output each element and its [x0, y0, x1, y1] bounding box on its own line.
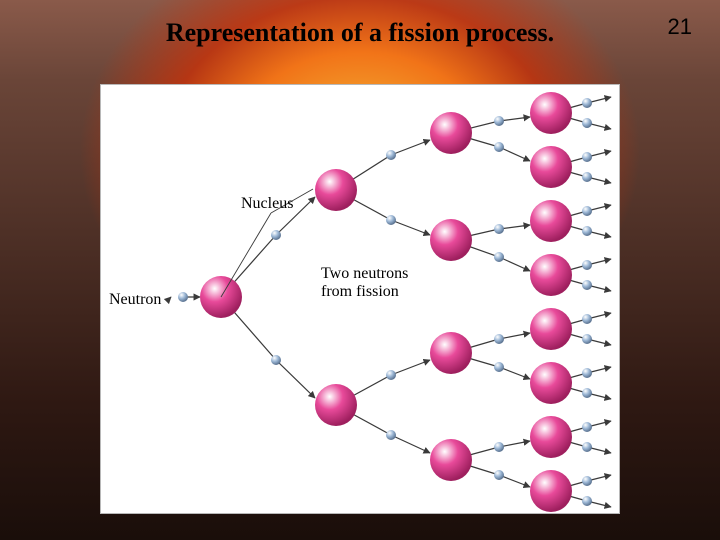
neutron — [271, 230, 281, 240]
nucleus — [315, 384, 357, 426]
neutron — [494, 362, 504, 372]
neutron — [494, 116, 504, 126]
neutron — [582, 442, 592, 452]
slide-stage: Representation of a fission process. 21 … — [0, 0, 720, 540]
neutron — [494, 470, 504, 480]
neutron — [494, 142, 504, 152]
neutron — [582, 206, 592, 216]
diagram-label: Neutron — [109, 291, 161, 309]
neutron — [386, 430, 396, 440]
nucleus — [530, 470, 572, 512]
page-number: 21 — [668, 14, 692, 40]
neutron — [582, 388, 592, 398]
nucleus — [530, 200, 572, 242]
neutron — [494, 442, 504, 452]
neutron — [582, 118, 592, 128]
neutron — [386, 215, 396, 225]
neutron — [582, 152, 592, 162]
nucleus — [530, 416, 572, 458]
neutron — [386, 150, 396, 160]
neutron — [582, 496, 592, 506]
neutron — [386, 370, 396, 380]
nucleus — [430, 219, 472, 261]
label-pointer — [221, 213, 271, 297]
label-arrow — [167, 297, 171, 301]
slide-title: Representation of a fission process. — [0, 18, 720, 48]
nucleus — [530, 146, 572, 188]
neutron — [494, 252, 504, 262]
neutron — [582, 172, 592, 182]
nucleus — [530, 254, 572, 296]
neutron — [582, 226, 592, 236]
nucleus — [530, 92, 572, 134]
neutron — [178, 292, 188, 302]
nucleus — [430, 439, 472, 481]
diagram-panel: Neutron Nucleus Two neutrons from fission — [100, 84, 620, 514]
neutron — [494, 224, 504, 234]
neutron — [271, 355, 281, 365]
nucleus — [430, 112, 472, 154]
neutron — [582, 334, 592, 344]
diagram-label: Two neutrons from fission — [321, 265, 408, 301]
neutron — [582, 476, 592, 486]
diagram-label: Nucleus — [241, 195, 293, 213]
nucleus — [530, 308, 572, 350]
neutron — [582, 368, 592, 378]
neutron — [582, 314, 592, 324]
neutron — [582, 260, 592, 270]
nucleus — [430, 332, 472, 374]
neutron — [582, 422, 592, 432]
neutron — [582, 98, 592, 108]
neutron — [582, 280, 592, 290]
nucleus — [315, 169, 357, 211]
neutron — [494, 334, 504, 344]
nucleus — [530, 362, 572, 404]
